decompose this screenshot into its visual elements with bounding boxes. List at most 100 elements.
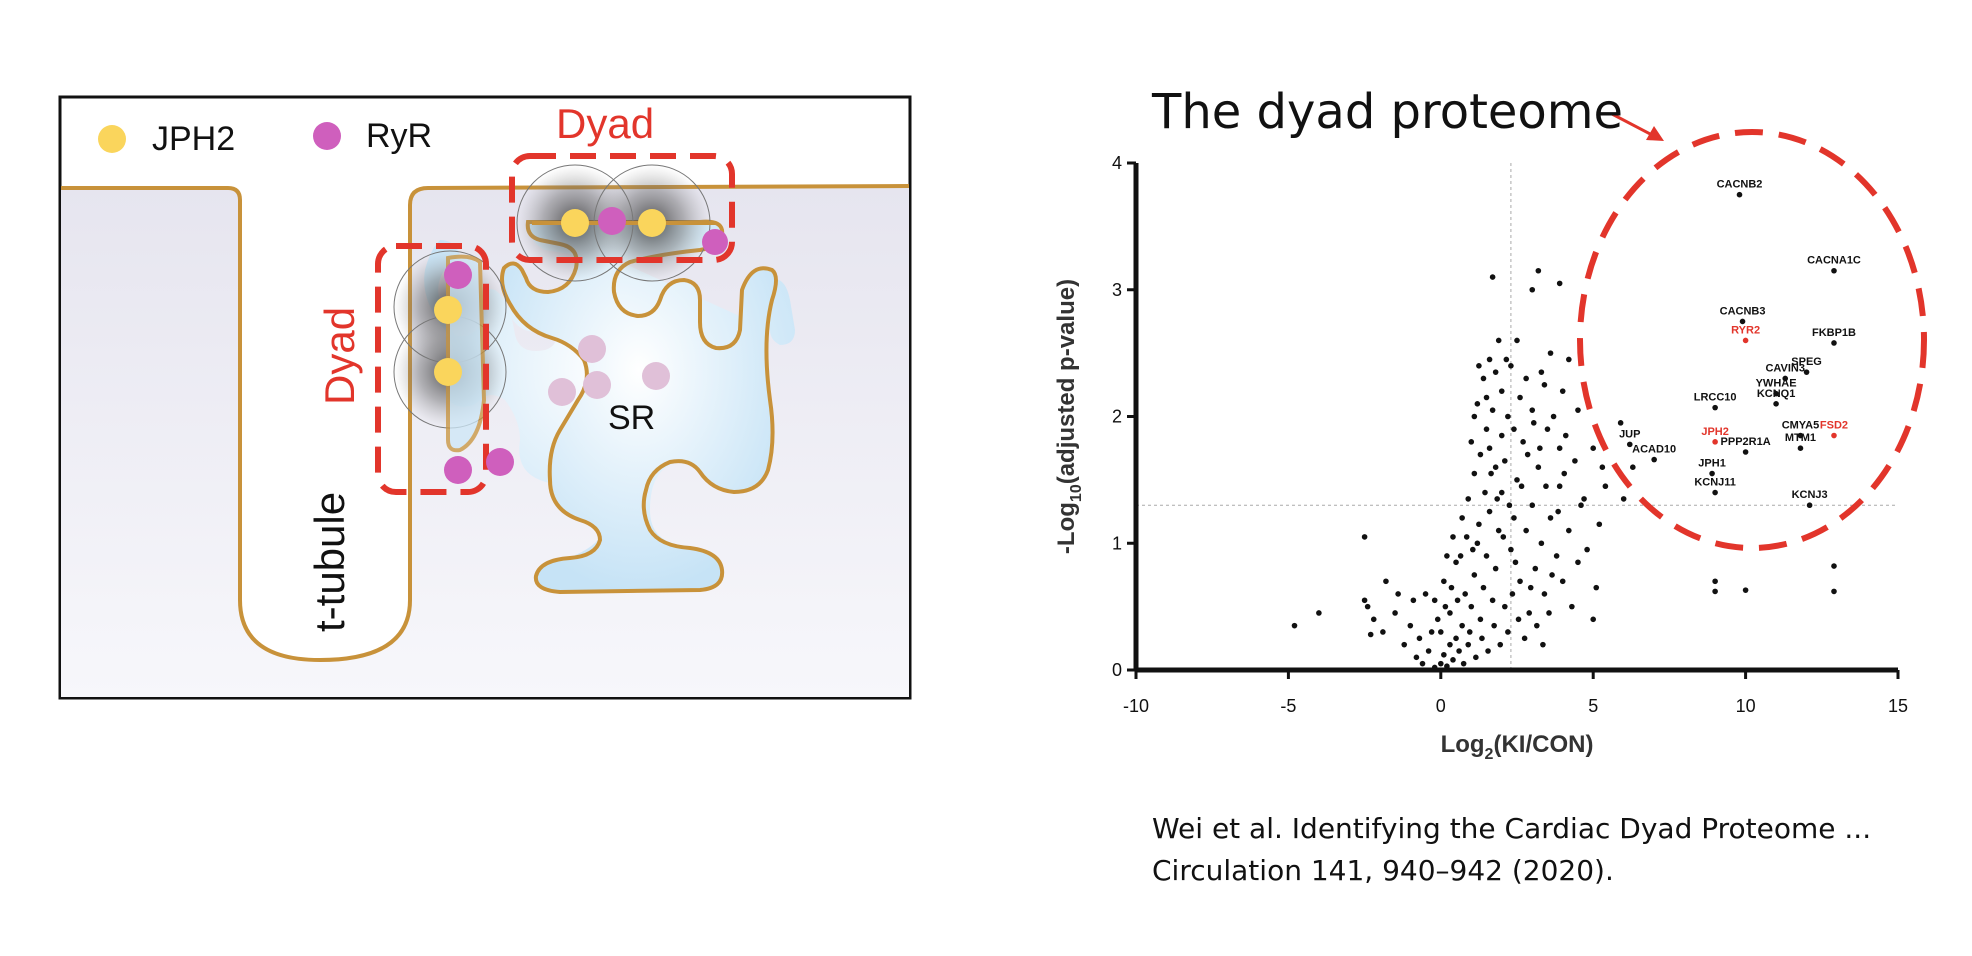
data-point: [1575, 559, 1581, 566]
data-point: [1442, 603, 1449, 610]
y-tick-label: 4: [1112, 153, 1122, 173]
data-point: [1460, 660, 1467, 667]
data-point: [1584, 546, 1590, 553]
data-point: [1498, 489, 1505, 496]
data-point: [1482, 489, 1488, 496]
data-point: [1521, 635, 1528, 642]
point-label: PPP2R1A: [1721, 436, 1771, 448]
data-point: [1471, 413, 1478, 420]
data-point: [1364, 603, 1371, 610]
citation-line-1: Wei et al. Identifying the Cardiac Dyad …: [1152, 812, 1872, 845]
labeled-point: [1736, 191, 1743, 198]
data-point: [1630, 464, 1636, 471]
data-point: [1457, 553, 1464, 559]
data-point: [1492, 464, 1499, 471]
legend-jph2-swatch: [98, 125, 126, 153]
data-point: [1532, 565, 1539, 572]
x-axis-label: Log2(KI/CON): [1441, 731, 1594, 763]
x-tick-label: 10: [1736, 696, 1756, 716]
data-point: [1566, 527, 1572, 534]
labeled-point: [1803, 369, 1810, 375]
data-point: [1559, 578, 1566, 585]
data-point: [1498, 388, 1505, 394]
data-point: [1508, 546, 1514, 553]
x-tick-label: 15: [1888, 696, 1908, 716]
data-point: [1495, 337, 1502, 344]
point-label: FSD2: [1820, 420, 1848, 432]
data-point: [1550, 413, 1557, 420]
point-label: KCNJ3: [1792, 489, 1828, 501]
t-tubule-label: t-tubule: [306, 492, 353, 632]
ryr-molecule: [444, 456, 472, 484]
y-tick-label: 0: [1112, 660, 1122, 680]
data-point: [1544, 426, 1551, 432]
labeled-point: [1831, 267, 1837, 274]
data-point: [1454, 597, 1461, 604]
data-point: [1831, 563, 1837, 569]
data-point: [1410, 597, 1417, 604]
data-point: [1431, 597, 1438, 604]
data-point: [1562, 432, 1569, 439]
data-point: [1444, 553, 1450, 559]
data-point: [1361, 597, 1368, 604]
data-point: [1447, 641, 1453, 648]
data-point: [1453, 559, 1459, 566]
data-point: [1480, 584, 1487, 591]
data-point: [1566, 356, 1572, 363]
y-axis-label: -Log10(adjusted p-value): [1053, 279, 1085, 554]
labeled-point: [1739, 318, 1746, 325]
data-point: [1448, 584, 1455, 591]
data-point: [1489, 597, 1496, 604]
data-point: [1530, 420, 1537, 426]
data-point: [1537, 445, 1543, 451]
data-point: [1401, 641, 1408, 648]
data-point: [1441, 651, 1447, 658]
point-label: KCNJ11: [1694, 477, 1736, 489]
data-point: [1517, 578, 1523, 585]
data-point: [1512, 559, 1519, 566]
data-point: [1407, 622, 1414, 629]
data-point: [1459, 515, 1465, 521]
data-point: [1596, 521, 1603, 528]
data-point: [1465, 496, 1472, 502]
labeled-point: [1742, 449, 1749, 455]
data-point: [1492, 565, 1499, 572]
data-point: [1590, 445, 1596, 451]
data-point: [1514, 477, 1520, 483]
data-point: [1541, 382, 1548, 388]
dyad-label-top: Dyad: [556, 100, 654, 147]
data-point: [1523, 375, 1529, 382]
jph2-molecule: [561, 209, 589, 237]
data-point: [1540, 641, 1546, 648]
ryr-molecule: [486, 448, 514, 476]
data-point: [1581, 496, 1587, 502]
data-point: [1383, 578, 1389, 585]
data-point: [1489, 274, 1496, 280]
labeled-point: [1797, 432, 1804, 439]
data-point: [1492, 369, 1499, 375]
sr-membrane-drawn: [500, 219, 778, 595]
data-point: [1547, 350, 1554, 356]
data-point: [1438, 660, 1444, 667]
threshold-lines: [1136, 163, 1898, 670]
data-point: [1483, 553, 1490, 559]
data-point: [1413, 654, 1420, 661]
data-point: [1511, 515, 1517, 521]
data-point: [1529, 286, 1536, 293]
data-point: [1742, 587, 1749, 593]
point-label: LRCC10: [1694, 392, 1737, 404]
data-point: [1515, 616, 1522, 623]
axes: -10 -5 0 5 10 15 0 1 2 3 4 Log2(KI/CON) -Log10(adjus…: [1053, 153, 1908, 763]
data-point: [1527, 584, 1534, 591]
data-point: [1541, 591, 1548, 597]
point-label: YWHAE: [1756, 378, 1797, 390]
data-point: [1502, 458, 1508, 464]
data-point: [1380, 629, 1386, 635]
labeled-point: [1626, 441, 1633, 448]
data-point: [1361, 534, 1368, 540]
labeled-point: [1773, 401, 1779, 407]
citation-line-2: Circulation 141, 940–942 (2020).: [1152, 854, 1614, 887]
data-point: [1529, 502, 1536, 509]
data-point: [1556, 483, 1563, 490]
data-point: [1546, 610, 1552, 616]
